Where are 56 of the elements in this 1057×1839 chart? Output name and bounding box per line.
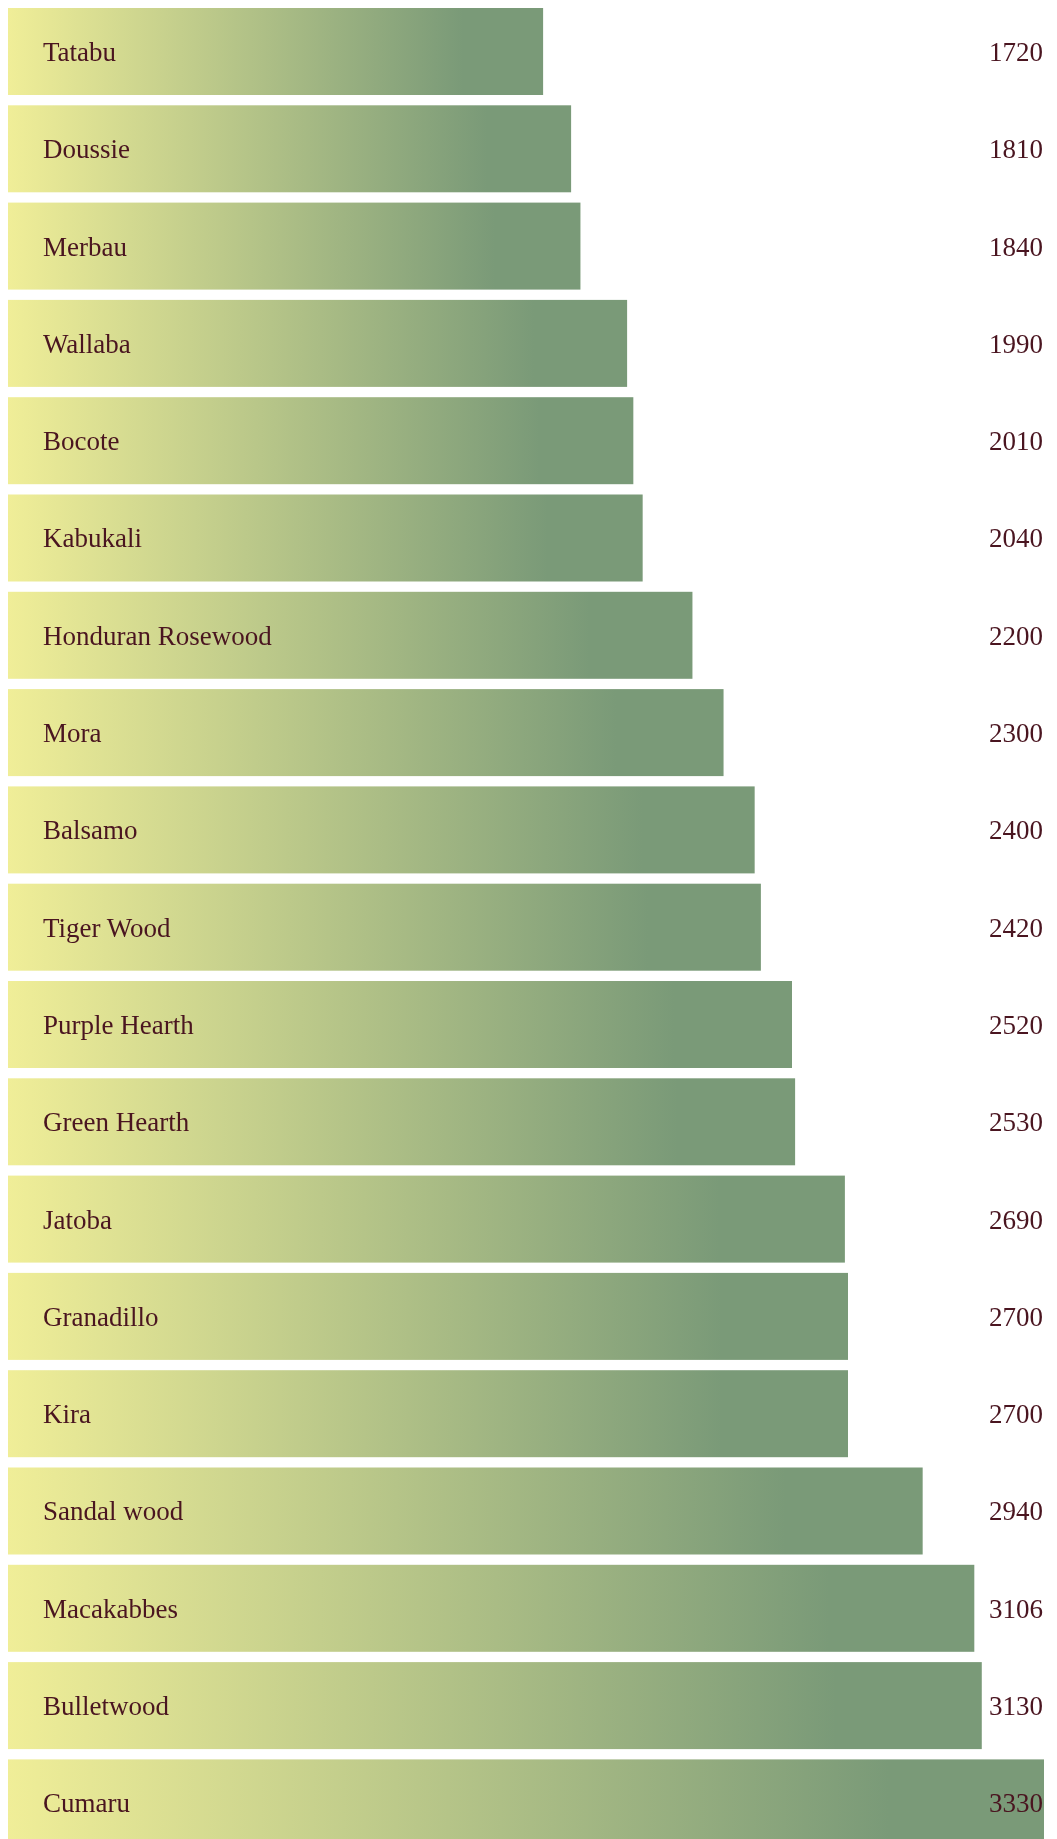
- data-label: 2700: [989, 1301, 1043, 1332]
- data-label: 2690: [989, 1204, 1043, 1235]
- bar: [8, 689, 724, 777]
- data-label: 3106: [989, 1593, 1043, 1624]
- bar: [8, 8, 544, 95]
- y-tick-label: Merbau: [43, 231, 128, 262]
- bar: [8, 105, 572, 193]
- data-label: 1810: [989, 134, 1043, 165]
- y-tick-label: Jatoba: [43, 1204, 112, 1235]
- y-tick-label: Kira: [43, 1399, 91, 1430]
- bar: [8, 1370, 848, 1458]
- data-label: 2420: [989, 912, 1043, 943]
- y-tick-label: Purple Hearth: [43, 1009, 195, 1040]
- bar: [8, 591, 693, 679]
- data-label: 2940: [989, 1496, 1043, 1527]
- y-tick-label: Cumaru: [43, 1788, 131, 1819]
- data-label: 2040: [989, 523, 1043, 554]
- y-tick-label: Wallaba: [43, 328, 131, 359]
- y-tick-label: Granadillo: [43, 1301, 159, 1332]
- bar: [8, 1175, 845, 1263]
- data-label: 1720: [989, 36, 1043, 67]
- data-label: 2400: [989, 815, 1043, 846]
- data-label: 2520: [989, 1009, 1043, 1040]
- bar: [8, 981, 792, 1068]
- y-tick-label: Kabukali: [43, 523, 142, 554]
- y-tick-label: Honduran Rosewood: [43, 620, 273, 651]
- data-label: 1840: [989, 231, 1043, 262]
- bar: [8, 494, 643, 582]
- y-tick-label: Tiger Wood: [43, 912, 172, 943]
- bar: [8, 299, 628, 387]
- data-label: 3130: [989, 1691, 1043, 1722]
- bar: [8, 1662, 982, 1750]
- y-tick-label: Green Hearth: [43, 1107, 190, 1138]
- bar: [8, 883, 761, 971]
- y-tick-label: Doussie: [43, 134, 131, 165]
- bar: [8, 1467, 923, 1555]
- data-label: 3330: [989, 1788, 1043, 1819]
- bar: [8, 1272, 848, 1360]
- data-label: 2700: [989, 1399, 1043, 1430]
- y-tick-label: Sandal wood: [43, 1496, 184, 1527]
- bar: [8, 1564, 975, 1652]
- y-tick-label: Tatabu: [43, 36, 117, 67]
- data-label: 1990: [989, 328, 1043, 359]
- bar: [8, 786, 755, 874]
- y-tick-label: Balsamo: [43, 815, 138, 846]
- data-label: 2530: [989, 1107, 1043, 1138]
- y-tick-label: Bulletwood: [43, 1691, 170, 1722]
- y-tick-label: Mora: [43, 718, 102, 749]
- bar: [8, 397, 634, 485]
- data-label: 2200: [989, 620, 1043, 651]
- bar: [8, 202, 581, 290]
- y-tick-label: Bocote: [43, 426, 120, 457]
- y-tick-label: Macakabbes: [43, 1593, 178, 1624]
- bar: [8, 1078, 796, 1166]
- data-label: 2010: [989, 426, 1043, 457]
- data-label: 2300: [989, 718, 1043, 749]
